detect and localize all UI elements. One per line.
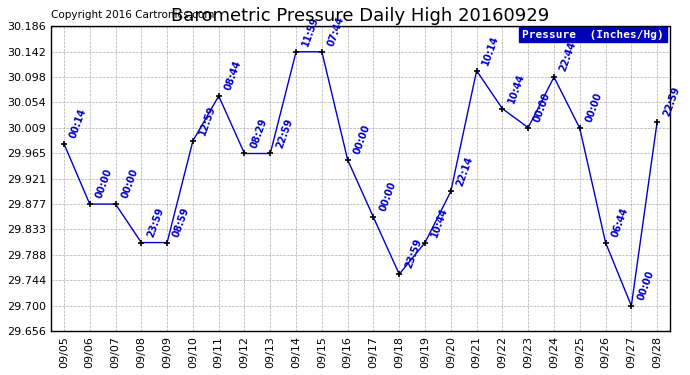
Text: 11:59: 11:59 (300, 15, 320, 48)
Title: Barometric Pressure Daily High 20160929: Barometric Pressure Daily High 20160929 (171, 7, 550, 25)
Text: 00:00: 00:00 (94, 167, 114, 200)
Text: 22:59: 22:59 (275, 117, 295, 149)
Text: 07:44: 07:44 (326, 15, 346, 48)
Text: 00:00: 00:00 (377, 181, 397, 213)
Text: 00:00: 00:00 (352, 123, 372, 156)
Text: 00:00: 00:00 (635, 269, 656, 302)
Text: 12:59: 12:59 (197, 104, 217, 137)
Text: 10:44: 10:44 (506, 72, 526, 105)
Text: 10:14: 10:14 (481, 34, 501, 67)
Text: 08:44: 08:44 (223, 59, 243, 92)
Text: 00:00: 00:00 (584, 92, 604, 124)
Text: 10:44: 10:44 (429, 206, 449, 238)
Text: 22:14: 22:14 (455, 155, 475, 187)
Text: 00:00: 00:00 (119, 167, 139, 200)
Text: 23:59: 23:59 (146, 206, 166, 238)
Text: Pressure  (Inches/Hg): Pressure (Inches/Hg) (522, 30, 664, 39)
Text: 08:29: 08:29 (248, 117, 268, 149)
Text: 22:44: 22:44 (558, 40, 578, 73)
Text: 23:59: 23:59 (404, 237, 424, 270)
Text: 00:14: 00:14 (68, 107, 88, 140)
Text: 22:59: 22:59 (661, 85, 681, 118)
Text: 08:59: 08:59 (171, 206, 191, 238)
Text: Copyright 2016 Cartronics.com: Copyright 2016 Cartronics.com (51, 10, 215, 20)
Text: 06:44: 06:44 (610, 206, 630, 238)
Text: 00:00: 00:00 (533, 91, 553, 123)
